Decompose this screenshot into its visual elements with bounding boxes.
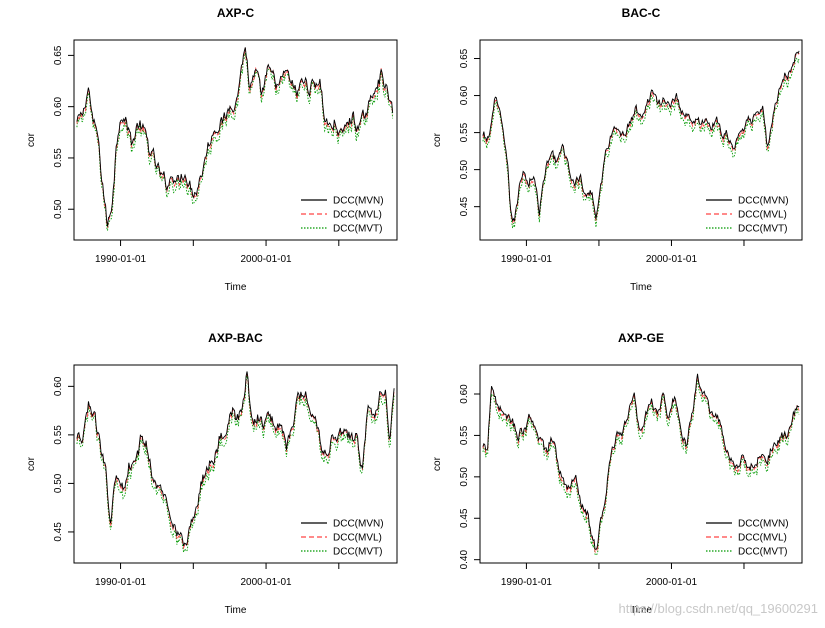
chart-title: AXP-C — [217, 6, 255, 20]
series-dcc-mvl — [482, 375, 800, 554]
x-tick-label: 2000-01-01 — [646, 577, 698, 588]
series-dcc-mvt — [482, 379, 800, 556]
series-group — [76, 371, 395, 553]
plot-frame — [479, 39, 803, 241]
plot-frame — [479, 364, 803, 564]
x-axis-label: Time — [225, 605, 247, 616]
y-tick-label: 0.50 — [459, 159, 470, 179]
y-tick-label: 0.45 — [53, 522, 64, 542]
legend-label: DCC(MVL) — [738, 533, 787, 544]
y-tick-label: 0.55 — [459, 122, 470, 142]
y-axis-label: cor — [432, 456, 443, 471]
legend-label: DCC(MVT) — [333, 547, 382, 558]
y-tick-label: 0.65 — [53, 45, 64, 65]
x-tick-label: 1990-01-01 — [95, 577, 147, 588]
y-tick-label: 0.45 — [459, 508, 470, 528]
chart-panel-axp-ge: AXP-GE 0.40 0.45 0.50 0.55 0.60 1990-01-01 2000… — [432, 331, 803, 616]
y-tick-label: 0.40 — [459, 550, 470, 570]
series-dcc-mvl — [76, 47, 394, 228]
y-tick-label: 0.50 — [459, 467, 470, 487]
y-axis-label: cor — [26, 456, 37, 471]
y-tick-label: 0.60 — [53, 376, 64, 396]
y-tick-label: 0.50 — [53, 199, 64, 219]
x-axis-label: Time — [225, 282, 247, 293]
series-dcc-mvl — [482, 52, 800, 224]
series-dcc-mvt — [76, 375, 395, 553]
legend-label: DCC(MVN) — [738, 519, 789, 530]
series-dcc-mvl — [76, 373, 395, 550]
x-axis-label: Time — [630, 605, 652, 616]
y-tick-label: 0.60 — [53, 96, 64, 116]
chart-title: AXP-GE — [618, 331, 664, 345]
y-tick-label: 0.60 — [459, 384, 470, 404]
legend-label: DCC(MVN) — [333, 519, 384, 530]
legend-label: DCC(MVT) — [738, 224, 787, 235]
y-axis-label: cor — [432, 132, 443, 147]
series-dcc-mvn — [482, 50, 800, 223]
series-dcc-mvn — [76, 47, 394, 227]
series-dcc-mvn — [76, 371, 395, 547]
legend: DCC(MVN) DCC(MVL) DCC(MVT) — [301, 196, 384, 235]
x-tick-label: 1990-01-01 — [95, 254, 147, 265]
chart-panel-axp-c: AXP-C 0.50 0.55 0.60 0.65 1990-01-01 2000-01-0… — [26, 6, 398, 293]
y-tick-label: 0.50 — [53, 473, 64, 493]
chart-title: BAC-C — [622, 6, 661, 20]
legend-label: DCC(MVT) — [738, 547, 787, 558]
y-tick-label: 0.60 — [459, 85, 470, 105]
x-tick-label: 2000-01-01 — [240, 254, 292, 265]
legend-label: DCC(MVL) — [333, 210, 382, 221]
legend-label: DCC(MVT) — [333, 224, 382, 235]
plot-frame — [73, 364, 398, 564]
x-tick-label: 1990-01-01 — [501, 577, 553, 588]
legend-label: DCC(MVN) — [333, 196, 384, 207]
y-tick-label: 0.55 — [459, 425, 470, 445]
series-dcc-mvn — [482, 373, 800, 550]
chart-panel-bac-c: BAC-C 0.45 0.50 0.55 0.60 0.65 1990-01-01 2000-… — [432, 6, 803, 293]
x-tick-label: 2000-01-01 — [646, 254, 698, 265]
legend: DCC(MVN) DCC(MVL) DCC(MVT) — [706, 196, 789, 235]
plot-frame — [73, 39, 398, 241]
x-tick-label: 2000-01-01 — [240, 577, 292, 588]
series-group — [76, 47, 394, 231]
series-group — [482, 50, 800, 229]
legend: DCC(MVN) DCC(MVL) DCC(MVT) — [301, 519, 384, 558]
y-tick-label: 0.55 — [53, 148, 64, 168]
series-dcc-mvt — [76, 52, 394, 231]
chart-title: AXP-BAC — [208, 331, 263, 345]
y-tick-label: 0.55 — [53, 425, 64, 445]
legend-label: DCC(MVN) — [738, 196, 789, 207]
y-tick-label: 0.65 — [459, 48, 470, 68]
legend-label: DCC(MVL) — [333, 533, 382, 544]
legend-label: DCC(MVL) — [738, 210, 787, 221]
y-tick-label: 0.45 — [459, 196, 470, 216]
series-group — [482, 373, 800, 556]
legend: DCC(MVN) DCC(MVL) DCC(MVT) — [706, 519, 789, 558]
chart-panel-axp-bac: AXP-BAC 0.45 0.50 0.55 0.60 1990-01-01 2000-01… — [26, 331, 398, 616]
x-tick-label: 1990-01-01 — [501, 254, 553, 265]
y-axis-label: cor — [26, 132, 37, 147]
x-axis-label: Time — [630, 282, 652, 293]
series-dcc-mvt — [482, 57, 800, 229]
watermark: https://blog.csdn.net/qq_19600291 — [619, 601, 819, 616]
